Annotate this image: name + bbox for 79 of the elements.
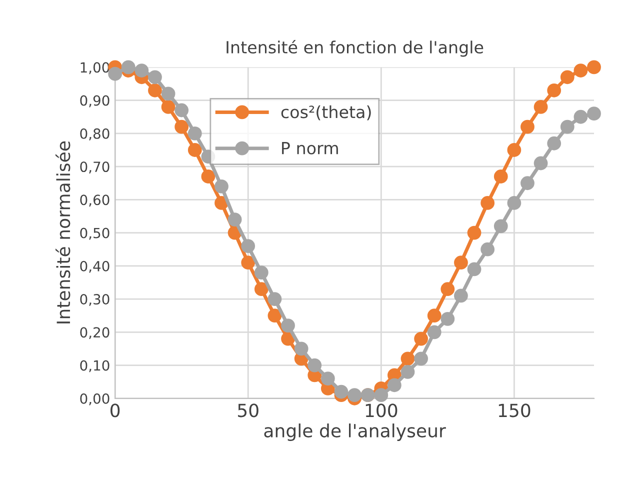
point [148, 83, 162, 98]
point [348, 388, 362, 402]
point [507, 196, 522, 210]
point [308, 358, 322, 372]
point [467, 262, 482, 276]
x-tick-label: 150 [498, 404, 530, 418]
point [174, 120, 189, 134]
point [547, 136, 562, 150]
point [161, 100, 176, 114]
point [454, 288, 468, 303]
point [281, 318, 295, 332]
legend-label: P norm [282, 142, 338, 154]
x-tick-label: 50 [238, 404, 258, 418]
point [414, 352, 428, 366]
y-tick-label: 0,90 [80, 95, 110, 108]
chart-title: Intensité en fonction de l'angle [226, 40, 484, 57]
point [388, 378, 402, 392]
point [161, 86, 176, 101]
y-tick-label: 0,80 [80, 128, 110, 140]
point [400, 364, 415, 379]
point [254, 266, 268, 280]
y-tick-label: 0,30 [80, 294, 110, 306]
point [334, 384, 348, 399]
point [228, 212, 242, 226]
point [148, 70, 162, 84]
point [547, 83, 562, 98]
point [467, 226, 482, 240]
point [254, 282, 268, 296]
point [480, 242, 495, 256]
point [201, 170, 216, 184]
point [534, 156, 548, 170]
x-axis-title: angle de l'analyseur [264, 424, 446, 441]
point [294, 342, 308, 356]
legend-label: cos²(theta) [281, 105, 371, 120]
point [374, 388, 388, 402]
y-tick-label: 0,40 [80, 260, 110, 273]
point [281, 332, 295, 346]
point [414, 332, 428, 346]
point [440, 282, 455, 296]
point [560, 70, 574, 84]
point [268, 292, 282, 306]
y-tick-label: 0,50 [80, 228, 110, 240]
point [121, 60, 136, 74]
y-tick-label: 0,10 [80, 360, 110, 372]
point [174, 103, 189, 118]
point [560, 120, 574, 134]
point [214, 179, 228, 194]
x-tick-label: 100 [366, 404, 398, 418]
point [427, 325, 442, 340]
point [320, 372, 335, 386]
point [574, 110, 588, 124]
point [480, 196, 495, 210]
point [507, 143, 522, 157]
point [400, 352, 415, 366]
point [587, 106, 601, 121]
point [108, 66, 122, 81]
point [134, 64, 149, 78]
point [188, 143, 202, 157]
point [574, 64, 588, 78]
point [241, 256, 256, 270]
y-tick-label: 1,00 [80, 62, 110, 74]
y-tick-label: 0,70 [80, 162, 110, 174]
y-tick-label: 0,20 [80, 327, 110, 340]
point [534, 100, 548, 114]
point [188, 126, 202, 140]
point [241, 239, 256, 253]
point [494, 170, 508, 184]
point [268, 308, 282, 323]
y-tick-label: 0,00 [80, 393, 110, 406]
point [427, 308, 442, 323]
point [440, 312, 455, 326]
point [454, 256, 468, 270]
y-axis-title: Intensité normalisée [56, 141, 70, 324]
point [587, 60, 601, 74]
y-tick-label: 0,60 [80, 194, 110, 207]
point [520, 120, 534, 134]
point [494, 219, 508, 234]
point [520, 176, 534, 190]
x-tick-label: 0 [110, 404, 120, 418]
